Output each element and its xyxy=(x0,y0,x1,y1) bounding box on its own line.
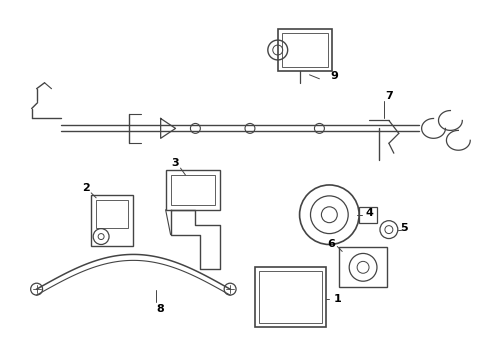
Bar xyxy=(359,207,377,223)
Bar xyxy=(255,267,326,327)
Text: 6: 6 xyxy=(327,239,335,248)
Bar xyxy=(166,170,220,210)
Text: 5: 5 xyxy=(400,222,408,233)
Bar xyxy=(171,175,215,205)
Bar xyxy=(282,33,328,67)
Text: 4: 4 xyxy=(365,208,373,218)
Bar xyxy=(259,271,322,323)
Text: 7: 7 xyxy=(385,91,393,101)
Text: 8: 8 xyxy=(157,304,165,314)
Text: 1: 1 xyxy=(333,294,341,304)
Bar xyxy=(91,195,133,247)
Text: 3: 3 xyxy=(172,158,179,168)
Bar xyxy=(96,200,128,228)
Text: 2: 2 xyxy=(82,183,90,193)
Bar xyxy=(339,247,387,287)
Bar xyxy=(278,29,332,71)
Text: 9: 9 xyxy=(330,71,338,81)
